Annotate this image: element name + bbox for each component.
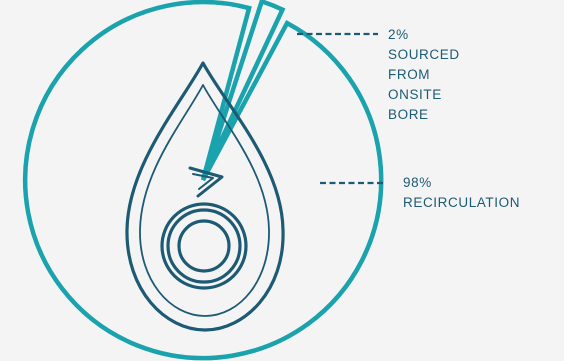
water-drop-recirculation-icon [125,61,285,332]
label-line: RECIRCULATION [403,195,520,210]
slice-label-onsite-bore: 2% SOURCED FROM ONSITE BORE [388,27,464,122]
label-line: ONSITE [388,87,442,102]
pie-slice-recirculation [22,0,384,361]
pie-slice-onsite-bore [204,0,286,172]
label-line: 98% [403,175,432,190]
label-line: 2% [388,27,409,42]
label-line: BORE [388,107,429,122]
label-line: FROM [388,67,430,82]
label-line: SOURCED [388,47,460,62]
slice-label-recirculation: 98% RECIRCULATION [403,175,520,210]
